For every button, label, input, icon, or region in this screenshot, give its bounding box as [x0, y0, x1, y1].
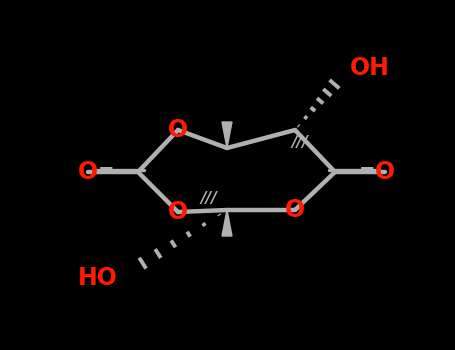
Text: HO: HO	[78, 266, 118, 290]
Text: ///: ///	[201, 190, 217, 205]
Text: O: O	[285, 198, 305, 222]
Text: O: O	[375, 160, 395, 184]
Text: O: O	[78, 160, 98, 184]
Text: ///: ///	[292, 134, 308, 149]
Text: =: =	[98, 162, 114, 182]
Text: OH: OH	[350, 56, 390, 80]
Polygon shape	[222, 210, 232, 236]
Polygon shape	[222, 122, 232, 148]
Text: O: O	[168, 200, 188, 224]
Text: O: O	[168, 118, 188, 142]
Text: =: =	[359, 162, 375, 182]
